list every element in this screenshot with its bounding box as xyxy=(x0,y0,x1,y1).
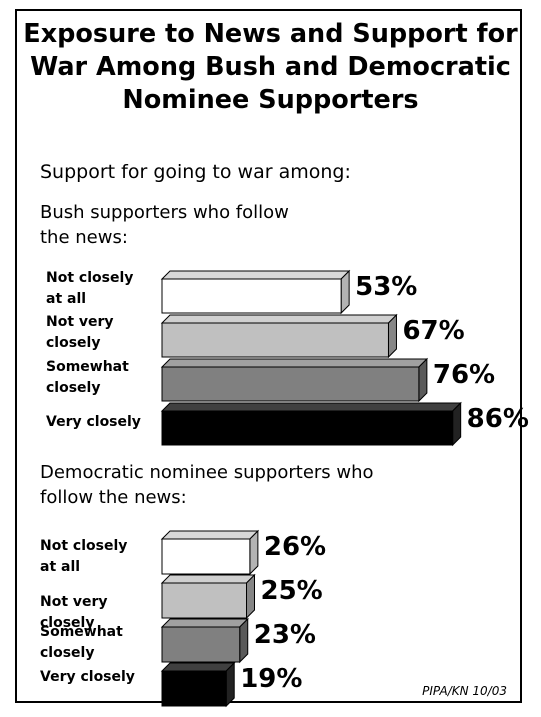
title-line-1: Exposure to News and Support for xyxy=(23,19,518,49)
democratic-bar-somewhat-closely-top xyxy=(160,618,249,628)
bush-group-label-line-2: the news: xyxy=(40,227,128,248)
title-line-3: Nominee Supporters xyxy=(122,85,419,115)
bush-bar-not-closely-at-all-category-label-line-1: Not closely xyxy=(46,270,133,286)
bush-bar-very-closely-side xyxy=(452,401,462,447)
bush-bar-not-very-closely-value-label: 67% xyxy=(402,316,464,346)
bush-bar-not-very-closely-side xyxy=(387,313,397,359)
bush-bar-somewhat-closely xyxy=(161,366,420,402)
bush-bar-very-closely-value-label: 86% xyxy=(467,404,529,434)
democratic-bar-not-closely-at-all-top xyxy=(160,530,260,540)
democratic-bar-somewhat-closely xyxy=(161,626,241,663)
democratic-bar-not-closely-at-all xyxy=(161,538,251,575)
bush-group-label: Bush supporters who follow the news: xyxy=(40,200,289,250)
bush-bar-somewhat-closely-top xyxy=(160,358,429,368)
democratic-bar-not-closely-at-all-category-label-line-2: at all xyxy=(40,559,80,575)
democratic-bar-somewhat-closely-category-label-line-1: Somewhat xyxy=(40,624,123,640)
democratic-bar-somewhat-closely-side xyxy=(239,617,249,664)
democratic-group-label-line-2: follow the news: xyxy=(40,487,187,508)
democratic-bar-very-closely-top xyxy=(160,662,236,672)
democratic-bar-group: 26% Not closely at all 25% Not very closely 23… xyxy=(40,529,326,708)
bush-bar-not-closely-at-all-top xyxy=(160,270,351,280)
bush-bar-not-closely-at-all-value-label: 53% xyxy=(355,272,417,302)
bush-bar-somewhat-closely-category-label-line-1: Somewhat xyxy=(46,359,129,375)
bush-bar-not-very-closely xyxy=(161,322,389,358)
bush-bar-somewhat-closely-side xyxy=(418,357,428,403)
bush-bar-not-very-closely-top xyxy=(160,314,398,324)
source-note: PIPA/KN 10/03 xyxy=(422,684,507,698)
democratic-bar-very-closely-value-label: 19% xyxy=(240,664,302,694)
bush-bar-not-closely-at-all xyxy=(161,278,342,314)
bush-bar-very-closely-category-label: Very closely xyxy=(46,414,141,430)
bush-bar-very-closely-top xyxy=(160,402,462,412)
chart-subtitle: Support for going to war among: xyxy=(40,161,351,183)
democratic-bar-not-very-closely-side xyxy=(246,573,255,620)
democratic-bar-not-closely-at-all-value-label: 26% xyxy=(264,532,326,562)
democratic-group-label-line-1: Democratic nominee supporters who xyxy=(40,462,374,483)
democratic-bar-very-closely xyxy=(161,670,227,707)
democratic-bar-not-very-closely-value-label: 25% xyxy=(261,576,323,606)
bush-bar-group: 53% Not closely at all 67% Not very closely 76… xyxy=(46,269,529,447)
bush-bar-very-closely xyxy=(161,410,454,446)
democratic-bar-not-very-closely-category-label-line-1: Not very xyxy=(40,594,108,610)
bush-bar-somewhat-closely-category-label-line-2: closely xyxy=(46,380,100,396)
bush-bar-not-closely-at-all-category-label-line-2: at all xyxy=(46,291,86,307)
democratic-bar-very-closely-category-label: Very closely xyxy=(40,669,135,685)
democratic-bar-not-very-closely-category-label-line-2: closely xyxy=(40,615,94,631)
democratic-bar-somewhat-closely-value-label: 23% xyxy=(254,620,316,650)
democratic-bar-not-very-closely-top xyxy=(160,574,256,584)
chart-title: Exposure to News and Support for War Amo… xyxy=(0,18,541,117)
bush-bar-somewhat-closely-value-label: 76% xyxy=(433,360,495,390)
democratic-bar-not-closely-at-all-category-label-line-1: Not closely xyxy=(40,538,127,554)
bush-bar-not-closely-at-all-side xyxy=(340,269,350,315)
bush-bar-not-very-closely-category-label-line-1: Not very xyxy=(46,314,114,330)
democratic-bar-somewhat-closely-category-label-line-2: closely xyxy=(40,645,94,661)
democratic-bar-very-closely-side xyxy=(225,661,235,708)
bush-bar-not-very-closely-category-label-line-2: closely xyxy=(46,335,100,351)
democratic-bar-not-very-closely xyxy=(161,582,247,619)
democratic-bar-not-closely-at-all-side xyxy=(249,529,259,576)
democratic-group-label: Democratic nominee supporters who follow… xyxy=(40,460,374,510)
title-line-2: War Among Bush and Democratic xyxy=(30,52,511,82)
bush-group-label-line-1: Bush supporters who follow xyxy=(40,202,289,223)
